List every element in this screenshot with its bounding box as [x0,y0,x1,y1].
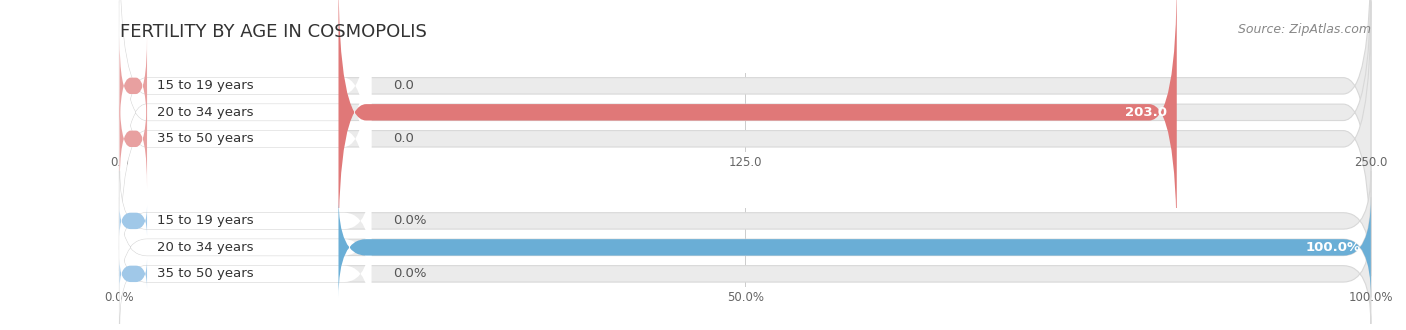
Text: 0.0%: 0.0% [394,267,427,280]
FancyBboxPatch shape [120,197,1371,297]
FancyBboxPatch shape [120,36,148,136]
FancyBboxPatch shape [120,1,371,276]
FancyBboxPatch shape [120,197,371,297]
Text: FERTILITY BY AGE IN COSMOPOLIS: FERTILITY BY AGE IN COSMOPOLIS [120,23,426,41]
Text: 203.0: 203.0 [1125,106,1167,119]
Text: 20 to 34 years: 20 to 34 years [157,241,253,254]
Text: 15 to 19 years: 15 to 19 years [157,214,253,227]
Text: 35 to 50 years: 35 to 50 years [157,267,253,280]
FancyBboxPatch shape [120,0,371,250]
Text: 0.0: 0.0 [394,132,415,145]
Text: Source: ZipAtlas.com: Source: ZipAtlas.com [1237,23,1371,36]
FancyBboxPatch shape [120,0,1371,223]
Text: 0.0: 0.0 [394,79,415,92]
FancyBboxPatch shape [339,0,1177,250]
FancyBboxPatch shape [120,206,148,236]
FancyBboxPatch shape [120,1,1371,276]
Text: 35 to 50 years: 35 to 50 years [157,132,253,145]
Text: 15 to 19 years: 15 to 19 years [157,79,253,92]
FancyBboxPatch shape [120,224,1371,324]
Text: 0.0%: 0.0% [394,214,427,227]
FancyBboxPatch shape [339,197,1371,297]
FancyBboxPatch shape [120,0,371,223]
FancyBboxPatch shape [120,171,1371,271]
Text: 20 to 34 years: 20 to 34 years [157,106,253,119]
FancyBboxPatch shape [120,0,1371,250]
FancyBboxPatch shape [120,259,148,289]
Text: 100.0%: 100.0% [1306,241,1361,254]
FancyBboxPatch shape [120,224,371,324]
FancyBboxPatch shape [120,171,371,271]
FancyBboxPatch shape [120,89,148,189]
